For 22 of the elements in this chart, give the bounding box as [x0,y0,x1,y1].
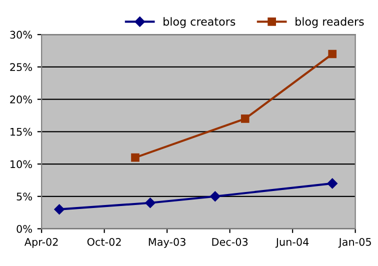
y-tick-label: 25% [10,63,32,72]
x-tick-label: Dec-03 [212,238,248,246]
x-tick-label: Jun-04 [275,238,309,248]
point [131,153,140,162]
point [210,191,220,202]
y-tick-label: 0% [16,224,32,233]
y-tick-label: 5% [16,192,32,200]
legend-label: blog creators [164,17,236,28]
point [54,204,64,214]
point [240,114,250,123]
legend-label: blog readers [296,17,364,28]
x-tick-label: May-03 [148,238,186,248]
y-tick-label: 20% [10,96,32,104]
x-tick-label: Jan-05 [338,238,371,248]
y-tick-label: 15% [10,128,32,136]
point [327,178,338,189]
x-tick-label: Apr-02 [24,238,58,248]
x-tick-label: Oct-02 [87,238,121,246]
y-tick-label: 30% [10,30,32,39]
point [145,198,156,208]
y-tick-label: 10% [10,160,32,168]
point [328,50,337,58]
